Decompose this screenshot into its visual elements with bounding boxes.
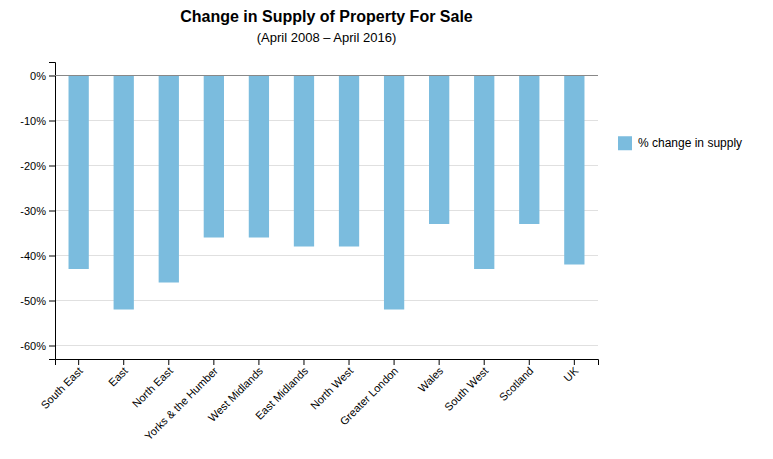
x-tick-label: East Midlands: [253, 364, 311, 422]
bar: [294, 76, 314, 247]
title: Change in Supply of Property For Sale: [180, 8, 473, 25]
y-tick-label: -10%: [20, 115, 46, 127]
x-tick: East: [106, 359, 130, 389]
x-tick-mark: [439, 359, 440, 365]
bars: [69, 76, 585, 310]
x-tick: Yorks & the Humber: [142, 359, 220, 442]
y-tick-mark: [49, 346, 55, 347]
legend-swatch: [618, 136, 632, 150]
x-tick-label: East: [106, 365, 130, 389]
x-tick-label: South West: [442, 365, 491, 414]
x-tick-label: Greater London: [337, 365, 400, 428]
x-tick-mark: [258, 359, 259, 365]
x-tick: North East: [130, 359, 175, 410]
bar: [204, 76, 224, 238]
subtitle: (April 2008 – April 2016): [257, 30, 396, 45]
x-tick-mark: [394, 359, 395, 365]
y-tick-label: -30%: [20, 205, 46, 217]
bar: [564, 76, 584, 265]
plot: 0% -10% -20% -30% -40% -50% -60% South East East…: [20, 63, 598, 443]
y-tick: -40%: [20, 250, 55, 262]
x-tick: Scotland: [497, 359, 536, 403]
zero-line: [55, 75, 598, 76]
x-tick-mark: [168, 359, 169, 365]
grid-line: [55, 345, 598, 346]
grid-line: [55, 300, 598, 301]
x-tick-mark: [349, 359, 350, 365]
chart: Change in Supply of Property For Sale (Ap…: [0, 0, 773, 459]
grid-line: [55, 210, 598, 211]
x-tick-label: Yorks & the Humber: [142, 364, 220, 442]
y-tick-mark: [49, 256, 55, 257]
grid-line: [55, 255, 598, 256]
x-tick-label: Wales: [416, 364, 446, 394]
bar: [474, 76, 494, 270]
x-tick-mark: [78, 359, 79, 365]
y-tick-label: -50%: [20, 295, 46, 307]
x-tick: North West: [308, 359, 355, 412]
y-tick: -60%: [20, 340, 55, 352]
bar: [429, 76, 449, 225]
y-tick-mark: [49, 211, 55, 212]
x-axis: South East EastNorth EastYorks & the Humb…: [38, 359, 598, 442]
y-tick: -10%: [20, 115, 55, 127]
y-tick: -20%: [20, 160, 55, 172]
y-tick-mark: [49, 76, 55, 77]
x-axis-line: [56, 360, 599, 366]
x-tick-label: UK: [561, 364, 581, 384]
x-tick-label: North West: [308, 365, 355, 412]
grid-line: [55, 75, 598, 76]
legend-item: % change in supply: [618, 136, 742, 150]
legend-label: % change in supply: [638, 136, 742, 150]
x-tick-label: North East: [130, 365, 175, 410]
x-tick-mark: [484, 359, 485, 365]
bar: [384, 76, 404, 310]
grid-line: [55, 165, 598, 166]
y-tick-label: -60%: [20, 340, 46, 352]
bar: [249, 76, 269, 238]
bar: [159, 76, 179, 283]
x-tick-label: South East: [38, 365, 85, 412]
y-tick: -50%: [20, 295, 55, 307]
x-tick: Wales: [416, 359, 446, 394]
bar: [519, 76, 539, 225]
y-tick-mark: [49, 121, 55, 122]
x-tick-mark: [123, 359, 124, 365]
bar: [69, 76, 89, 270]
y-tick-mark: [49, 166, 55, 167]
y-axis: 0% -10% -20% -30% -40% -50% -60%: [20, 63, 55, 360]
x-tick: East Midlands: [253, 359, 311, 422]
x-tick-mark: [529, 359, 530, 365]
x-tick: Greater London: [337, 359, 400, 427]
grid: [55, 76, 598, 346]
legend: % change in supply: [618, 136, 742, 150]
y-tick-mark: [49, 301, 55, 302]
y-axis-line: [49, 63, 56, 360]
y-tick: -30%: [20, 205, 55, 217]
y-tick-label: -20%: [20, 160, 46, 172]
y-tick-label: -40%: [20, 250, 46, 262]
x-tick: South East: [38, 359, 85, 411]
bar: [114, 76, 134, 310]
x-tick-mark: [303, 359, 304, 365]
x-tick-mark: [213, 359, 214, 365]
bar: [339, 76, 359, 247]
y-tick-label: 0%: [30, 70, 46, 82]
x-tick-mark: [574, 359, 575, 365]
x-tick: South West: [442, 359, 491, 413]
grid-line: [55, 120, 598, 121]
x-tick: UK: [561, 359, 581, 384]
y-tick: 0%: [30, 70, 55, 82]
x-tick-label: Scotland: [497, 365, 536, 404]
